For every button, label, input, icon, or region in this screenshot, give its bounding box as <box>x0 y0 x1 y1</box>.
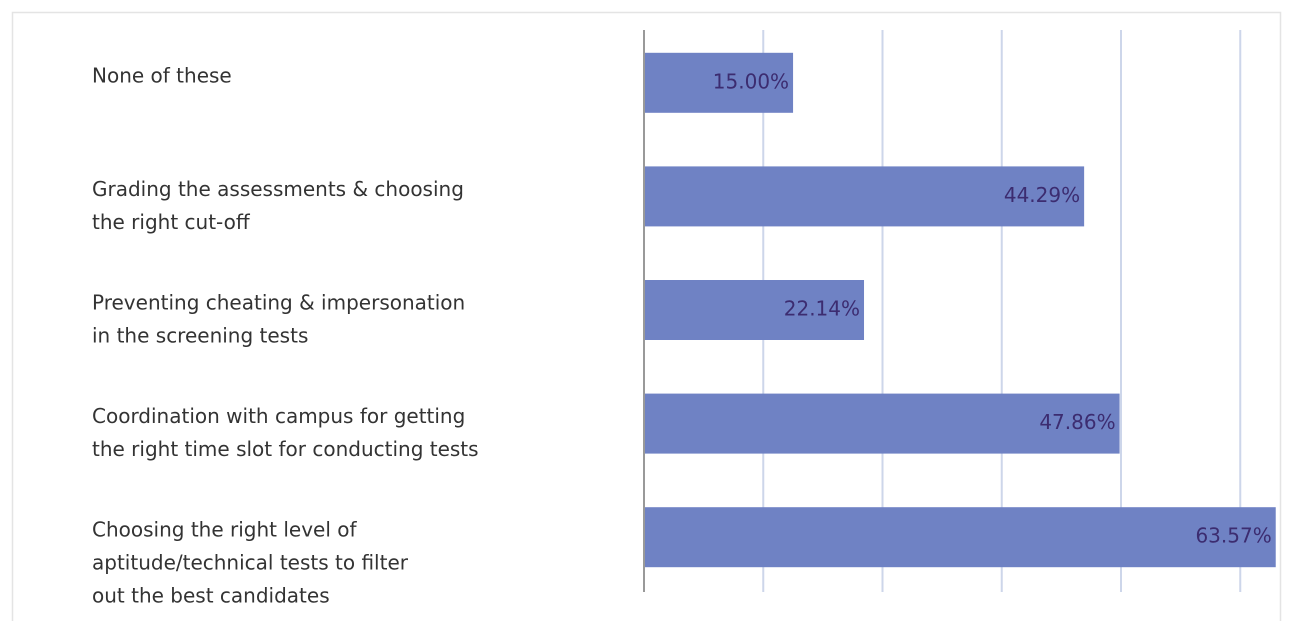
value-label: 22.14% <box>784 297 860 321</box>
bar <box>644 166 1085 227</box>
bar <box>644 280 865 340</box>
category-label: Preventing cheating & impersonation <box>92 291 465 315</box>
category-label: Choosing the right level of <box>92 518 358 542</box>
value-label: 44.29% <box>1004 183 1080 207</box>
bar <box>644 393 1120 454</box>
category-label: the right time slot for conducting tests <box>92 437 479 461</box>
category-label: aptitude/technical tests to filter <box>92 551 409 575</box>
bar <box>644 52 794 113</box>
value-label: 47.86% <box>1039 410 1115 434</box>
bar <box>644 507 1276 568</box>
category-label: in the screening tests <box>92 324 308 348</box>
category-label: Grading the assessments & choosing <box>92 177 464 201</box>
category-label: the right cut-off <box>92 210 251 234</box>
category-label: None of these <box>92 63 232 87</box>
value-label: 15.00% <box>713 69 789 93</box>
frame <box>11 11 1282 621</box>
category-label: out the best candidates <box>92 584 330 608</box>
category-label: Coordination with campus for getting <box>92 404 465 428</box>
value-label: 63.57% <box>1195 524 1271 548</box>
